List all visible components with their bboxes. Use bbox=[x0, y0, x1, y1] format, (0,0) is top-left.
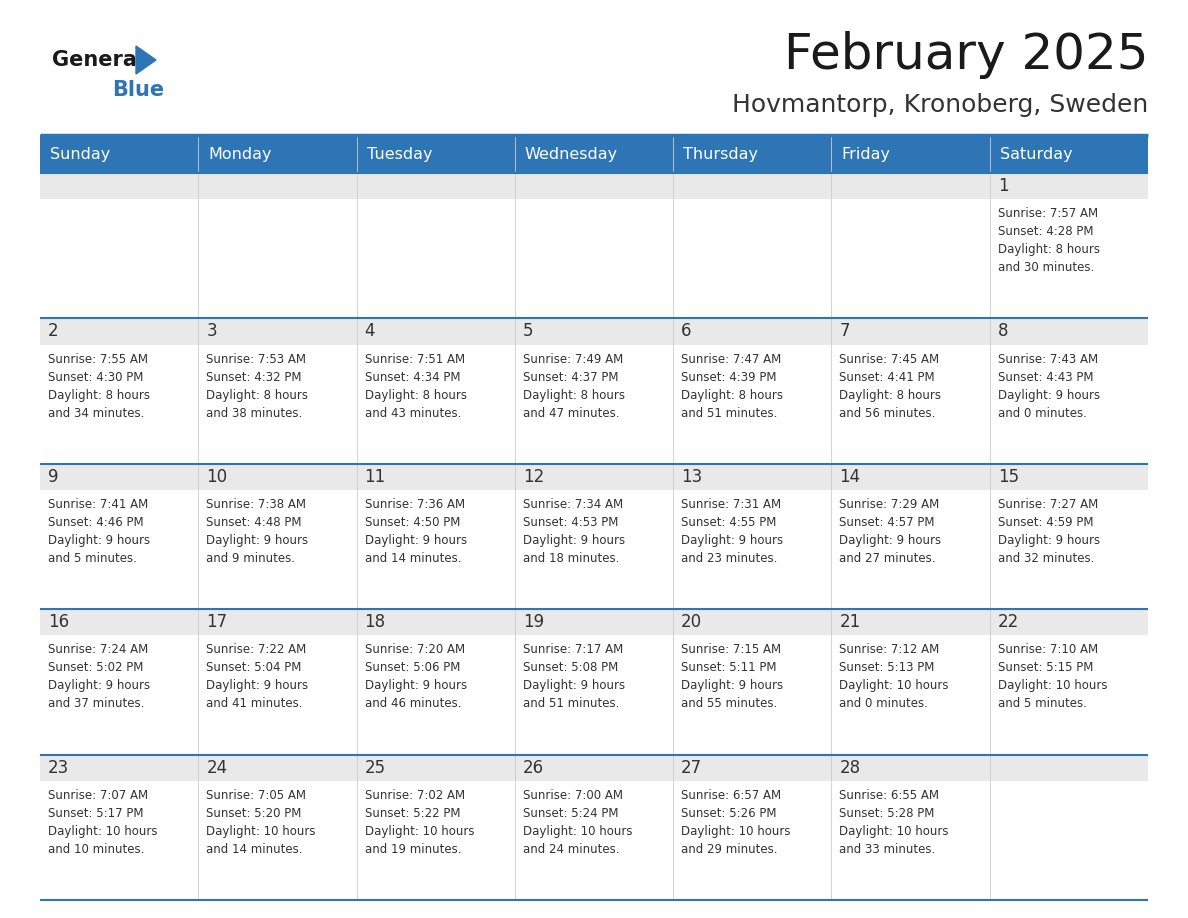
Text: 1: 1 bbox=[998, 177, 1009, 196]
Text: Sunrise: 7:24 AM
Sunset: 5:02 PM
Daylight: 9 hours
and 37 minutes.: Sunrise: 7:24 AM Sunset: 5:02 PM Dayligh… bbox=[48, 644, 150, 711]
Text: 10: 10 bbox=[207, 468, 227, 486]
Text: Sunrise: 7:36 AM
Sunset: 4:50 PM
Daylight: 9 hours
and 14 minutes.: Sunrise: 7:36 AM Sunset: 4:50 PM Dayligh… bbox=[365, 498, 467, 565]
Text: 20: 20 bbox=[681, 613, 702, 632]
Text: February 2025: February 2025 bbox=[784, 31, 1148, 79]
Bar bbox=[40, 319, 1148, 344]
Text: 26: 26 bbox=[523, 758, 544, 777]
Text: Sunrise: 7:41 AM
Sunset: 4:46 PM
Daylight: 9 hours
and 5 minutes.: Sunrise: 7:41 AM Sunset: 4:46 PM Dayligh… bbox=[48, 498, 150, 565]
Text: Sunrise: 7:07 AM
Sunset: 5:17 PM
Daylight: 10 hours
and 10 minutes.: Sunrise: 7:07 AM Sunset: 5:17 PM Dayligh… bbox=[48, 789, 158, 856]
Bar bbox=[40, 755, 1148, 781]
Text: Sunrise: 7:47 AM
Sunset: 4:39 PM
Daylight: 8 hours
and 51 minutes.: Sunrise: 7:47 AM Sunset: 4:39 PM Dayligh… bbox=[681, 353, 783, 420]
Text: Sunrise: 7:22 AM
Sunset: 5:04 PM
Daylight: 9 hours
and 41 minutes.: Sunrise: 7:22 AM Sunset: 5:04 PM Dayligh… bbox=[207, 644, 309, 711]
Text: 18: 18 bbox=[365, 613, 386, 632]
Text: 7: 7 bbox=[840, 322, 849, 341]
Polygon shape bbox=[135, 46, 156, 74]
Text: Monday: Monday bbox=[208, 147, 272, 162]
Text: Sunrise: 7:43 AM
Sunset: 4:43 PM
Daylight: 9 hours
and 0 minutes.: Sunrise: 7:43 AM Sunset: 4:43 PM Dayligh… bbox=[998, 353, 1100, 420]
Bar bbox=[40, 344, 1148, 464]
Bar bbox=[40, 135, 1148, 173]
Text: Sunrise: 7:49 AM
Sunset: 4:37 PM
Daylight: 8 hours
and 47 minutes.: Sunrise: 7:49 AM Sunset: 4:37 PM Dayligh… bbox=[523, 353, 625, 420]
Text: Sunrise: 7:12 AM
Sunset: 5:13 PM
Daylight: 10 hours
and 0 minutes.: Sunrise: 7:12 AM Sunset: 5:13 PM Dayligh… bbox=[840, 644, 949, 711]
Text: 15: 15 bbox=[998, 468, 1019, 486]
Text: 21: 21 bbox=[840, 613, 860, 632]
Text: Sunrise: 7:45 AM
Sunset: 4:41 PM
Daylight: 8 hours
and 56 minutes.: Sunrise: 7:45 AM Sunset: 4:41 PM Dayligh… bbox=[840, 353, 941, 420]
Text: Blue: Blue bbox=[112, 80, 164, 100]
Text: Sunrise: 7:53 AM
Sunset: 4:32 PM
Daylight: 8 hours
and 38 minutes.: Sunrise: 7:53 AM Sunset: 4:32 PM Dayligh… bbox=[207, 353, 308, 420]
Text: Sunrise: 6:57 AM
Sunset: 5:26 PM
Daylight: 10 hours
and 29 minutes.: Sunrise: 6:57 AM Sunset: 5:26 PM Dayligh… bbox=[681, 789, 791, 856]
Text: 23: 23 bbox=[48, 758, 69, 777]
Text: 8: 8 bbox=[998, 322, 1009, 341]
Text: 28: 28 bbox=[840, 758, 860, 777]
Bar bbox=[40, 635, 1148, 755]
Text: Thursday: Thursday bbox=[683, 147, 758, 162]
Text: Hovmantorp, Kronoberg, Sweden: Hovmantorp, Kronoberg, Sweden bbox=[732, 93, 1148, 117]
Text: 27: 27 bbox=[681, 758, 702, 777]
Text: 6: 6 bbox=[681, 322, 691, 341]
Text: Sunrise: 7:00 AM
Sunset: 5:24 PM
Daylight: 10 hours
and 24 minutes.: Sunrise: 7:00 AM Sunset: 5:24 PM Dayligh… bbox=[523, 789, 632, 856]
Text: 2: 2 bbox=[48, 322, 58, 341]
Text: Sunrise: 7:20 AM
Sunset: 5:06 PM
Daylight: 9 hours
and 46 minutes.: Sunrise: 7:20 AM Sunset: 5:06 PM Dayligh… bbox=[365, 644, 467, 711]
Text: Sunrise: 7:57 AM
Sunset: 4:28 PM
Daylight: 8 hours
and 30 minutes.: Sunrise: 7:57 AM Sunset: 4:28 PM Dayligh… bbox=[998, 207, 1100, 274]
Text: 19: 19 bbox=[523, 613, 544, 632]
Bar bbox=[40, 781, 1148, 900]
Text: Sunrise: 7:02 AM
Sunset: 5:22 PM
Daylight: 10 hours
and 19 minutes.: Sunrise: 7:02 AM Sunset: 5:22 PM Dayligh… bbox=[365, 789, 474, 856]
Text: 11: 11 bbox=[365, 468, 386, 486]
Bar bbox=[40, 464, 1148, 490]
Text: Sunrise: 7:05 AM
Sunset: 5:20 PM
Daylight: 10 hours
and 14 minutes.: Sunrise: 7:05 AM Sunset: 5:20 PM Dayligh… bbox=[207, 789, 316, 856]
Text: 9: 9 bbox=[48, 468, 58, 486]
Bar bbox=[40, 490, 1148, 610]
Text: 12: 12 bbox=[523, 468, 544, 486]
Text: 17: 17 bbox=[207, 613, 227, 632]
Text: Sunrise: 7:15 AM
Sunset: 5:11 PM
Daylight: 9 hours
and 55 minutes.: Sunrise: 7:15 AM Sunset: 5:11 PM Dayligh… bbox=[681, 644, 783, 711]
Text: 24: 24 bbox=[207, 758, 227, 777]
Text: 14: 14 bbox=[840, 468, 860, 486]
Text: Wednesday: Wednesday bbox=[525, 147, 618, 162]
Text: Sunrise: 7:55 AM
Sunset: 4:30 PM
Daylight: 8 hours
and 34 minutes.: Sunrise: 7:55 AM Sunset: 4:30 PM Dayligh… bbox=[48, 353, 150, 420]
Text: 13: 13 bbox=[681, 468, 702, 486]
Text: Sunrise: 7:29 AM
Sunset: 4:57 PM
Daylight: 9 hours
and 27 minutes.: Sunrise: 7:29 AM Sunset: 4:57 PM Dayligh… bbox=[840, 498, 942, 565]
Text: Sunrise: 7:34 AM
Sunset: 4:53 PM
Daylight: 9 hours
and 18 minutes.: Sunrise: 7:34 AM Sunset: 4:53 PM Dayligh… bbox=[523, 498, 625, 565]
Text: Sunrise: 7:51 AM
Sunset: 4:34 PM
Daylight: 8 hours
and 43 minutes.: Sunrise: 7:51 AM Sunset: 4:34 PM Dayligh… bbox=[365, 353, 467, 420]
Text: Sunrise: 7:10 AM
Sunset: 5:15 PM
Daylight: 10 hours
and 5 minutes.: Sunrise: 7:10 AM Sunset: 5:15 PM Dayligh… bbox=[998, 644, 1107, 711]
Text: 4: 4 bbox=[365, 322, 375, 341]
Text: 22: 22 bbox=[998, 613, 1019, 632]
Text: Sunday: Sunday bbox=[50, 147, 110, 162]
Text: 16: 16 bbox=[48, 613, 69, 632]
Bar bbox=[40, 610, 1148, 635]
Text: Sunrise: 6:55 AM
Sunset: 5:28 PM
Daylight: 10 hours
and 33 minutes.: Sunrise: 6:55 AM Sunset: 5:28 PM Dayligh… bbox=[840, 789, 949, 856]
Text: Sunrise: 7:31 AM
Sunset: 4:55 PM
Daylight: 9 hours
and 23 minutes.: Sunrise: 7:31 AM Sunset: 4:55 PM Dayligh… bbox=[681, 498, 783, 565]
Text: Tuesday: Tuesday bbox=[367, 147, 432, 162]
Text: Sunrise: 7:38 AM
Sunset: 4:48 PM
Daylight: 9 hours
and 9 minutes.: Sunrise: 7:38 AM Sunset: 4:48 PM Dayligh… bbox=[207, 498, 309, 565]
Bar bbox=[40, 173, 1148, 199]
Bar bbox=[40, 199, 1148, 319]
Text: Sunrise: 7:17 AM
Sunset: 5:08 PM
Daylight: 9 hours
and 51 minutes.: Sunrise: 7:17 AM Sunset: 5:08 PM Dayligh… bbox=[523, 644, 625, 711]
Text: Sunrise: 7:27 AM
Sunset: 4:59 PM
Daylight: 9 hours
and 32 minutes.: Sunrise: 7:27 AM Sunset: 4:59 PM Dayligh… bbox=[998, 498, 1100, 565]
Text: Saturday: Saturday bbox=[1000, 147, 1073, 162]
Text: 3: 3 bbox=[207, 322, 217, 341]
Text: Friday: Friday bbox=[841, 147, 891, 162]
Text: 25: 25 bbox=[365, 758, 386, 777]
Text: General: General bbox=[52, 50, 144, 70]
Text: 5: 5 bbox=[523, 322, 533, 341]
